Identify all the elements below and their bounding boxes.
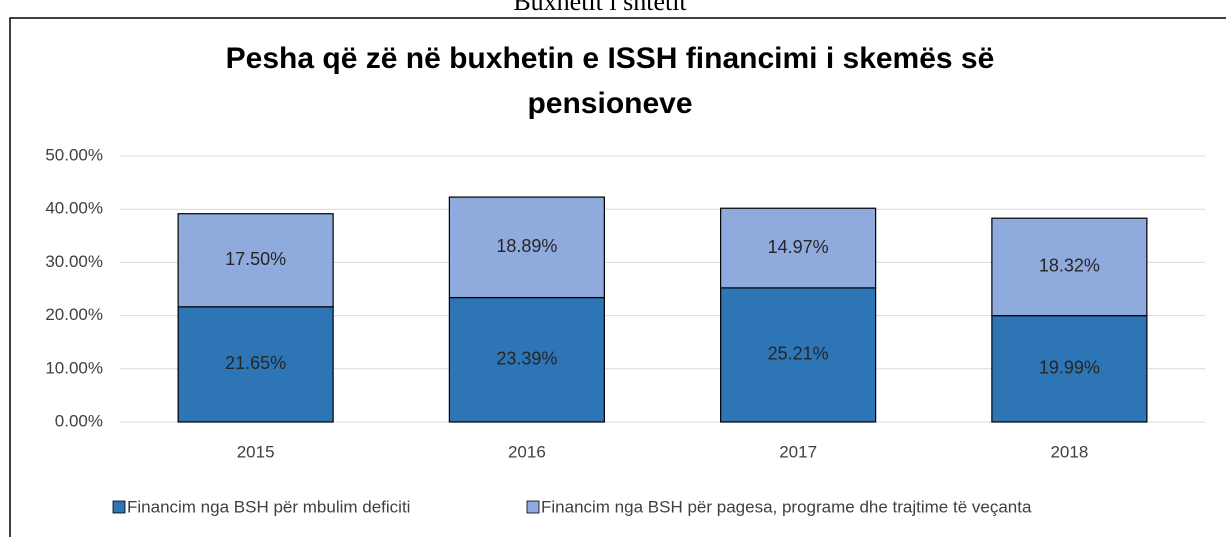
- chart-border: [9, 17, 1226, 537]
- data-label: 19.99%: [1039, 358, 1100, 378]
- x-tick-label: 2016: [508, 442, 546, 461]
- data-label: 18.89%: [496, 236, 557, 256]
- bar-segment: [720, 207, 877, 289]
- data-label: 23.39%: [496, 349, 557, 369]
- data-label: 14.97%: [768, 237, 829, 257]
- data-label: 25.21%: [768, 344, 829, 364]
- y-tick-label: 0.00%: [55, 411, 103, 430]
- legend-swatch: [526, 500, 540, 514]
- y-tick-label: 20.00%: [45, 305, 103, 324]
- legend-swatch: [112, 500, 126, 514]
- y-tick-label: 10.00%: [45, 358, 103, 377]
- data-label: 18.32%: [1039, 256, 1100, 276]
- data-label: 17.50%: [225, 249, 286, 269]
- y-tick-label: 50.00%: [45, 145, 103, 164]
- legend-label: Financim nga BSH për mbulim deficiti: [127, 497, 410, 516]
- data-label: 21.65%: [225, 353, 286, 373]
- x-tick-label: 2015: [237, 442, 275, 461]
- bar-segment: [991, 315, 1148, 423]
- x-tick-label: 2018: [1050, 442, 1088, 461]
- header-text: Buxhetit i shtetit: [513, 0, 687, 16]
- y-tick-label: 30.00%: [45, 252, 103, 271]
- y-tick-label: 40.00%: [45, 199, 103, 218]
- legend-label: Financim nga BSH për pagesa, programe dh…: [541, 497, 1032, 516]
- bar-segment: [991, 217, 1148, 317]
- bar-segment: [177, 213, 334, 308]
- chart-title: pensioneve: [527, 87, 692, 120]
- bar-segment: [720, 287, 877, 423]
- bar-segment: [448, 196, 605, 299]
- x-tick-label: 2017: [779, 442, 817, 461]
- bar-segment: [448, 296, 605, 423]
- chart-title: Pesha që zë në buxhetin e ISSH financimi…: [226, 42, 995, 75]
